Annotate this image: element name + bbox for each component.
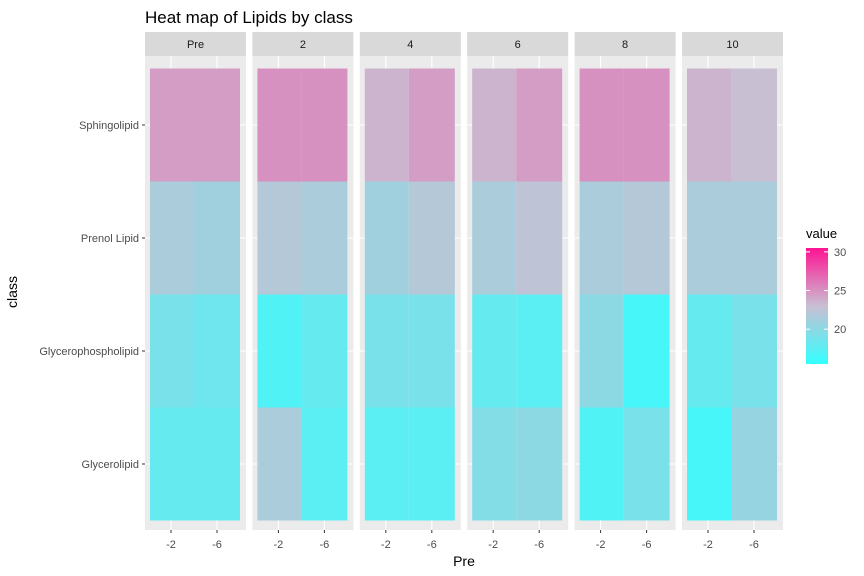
heatmap-tile [364, 294, 409, 408]
facet-strip-label: 2 [300, 39, 306, 51]
x-tick-label: -6 [534, 539, 544, 551]
heatmap-tile [579, 294, 624, 408]
legend-title: value [806, 226, 837, 241]
heatmap-tile [194, 68, 240, 182]
facet-panel-10: 10 -2 -6 [682, 32, 783, 551]
heatmap-tile [731, 181, 777, 295]
heatmap-tile [687, 181, 731, 295]
heatmap-tile [194, 407, 240, 521]
heatmap-tile [731, 68, 777, 182]
y-axis: Glycerolipid Glycerophospholipid Prenol Li… [39, 120, 145, 471]
facet-strip [574, 32, 676, 56]
heatmap-tile [301, 181, 348, 295]
heatmap-tile [516, 294, 563, 408]
x-tick-label: -2 [703, 539, 713, 551]
y-axis-title: class [4, 276, 20, 308]
x-tick-label: -2 [381, 539, 391, 551]
heatmap-tile [408, 407, 455, 521]
heatmap-tile [579, 181, 624, 295]
heatmap-tile [623, 407, 670, 521]
heatmap-tile [301, 407, 348, 521]
facet-strip [682, 32, 783, 56]
heatmap-tile [301, 68, 348, 182]
facet-strip-label: 8 [622, 39, 628, 51]
facet-panels: Pre -2 -6 2 -2 -6 4 -2 -6 6 -2 -6 8 -2 -6 10 -2 -6 [145, 32, 783, 551]
heatmap-tile [364, 68, 409, 182]
heatmap-tile [623, 294, 670, 408]
heatmap-tile [516, 181, 563, 295]
legend-colorbar [806, 248, 828, 364]
x-tick-label: -2 [274, 539, 284, 551]
heatmap-tile [623, 68, 670, 182]
heatmap-tile [150, 407, 194, 521]
heatmap-tile [579, 68, 624, 182]
heatmap-tile [257, 294, 302, 408]
x-tick-label: -2 [166, 539, 176, 551]
heatmap-tile [731, 294, 777, 408]
facet-strip [145, 32, 246, 56]
facet-strip [359, 32, 461, 56]
facet-panel-4: 4 -2 -6 [359, 32, 461, 551]
heatmap-tile [408, 181, 455, 295]
heatmap-tile [150, 294, 194, 408]
facet-panel-8: 8 -2 -6 [574, 32, 676, 551]
chart-title: Heat map of Lipids by class [145, 8, 353, 27]
heatmap-tile [472, 181, 517, 295]
heatmap-tile [257, 407, 302, 521]
heatmap-tile [408, 68, 455, 182]
facet-strip-label: 4 [407, 39, 413, 51]
legend-label: 30 [834, 247, 846, 259]
y-tick-label: Glycerophospholipid [39, 346, 139, 358]
x-tick-label: -2 [596, 539, 606, 551]
heatmap-tile [364, 407, 409, 521]
facet-strip-label: Pre [187, 39, 204, 51]
color-legend: value 20 25 30 [806, 226, 846, 364]
heatmap-tile [623, 181, 670, 295]
facet-panel-Pre: Pre -2 -6 [145, 32, 246, 551]
x-tick-label: -6 [320, 539, 330, 551]
facet-strip-label: 10 [726, 39, 738, 51]
facet-strip [467, 32, 569, 56]
y-tick-label: Prenol Lipid [81, 233, 139, 245]
x-tick-label: -6 [427, 539, 437, 551]
heatmap-tile [731, 407, 777, 521]
facet-panel-6: 6 -2 -6 [467, 32, 569, 551]
heatmap-tile [687, 407, 731, 521]
heatmap-tile [687, 68, 731, 182]
facet-panel-2: 2 -2 -6 [252, 32, 354, 551]
heatmap-tile [364, 181, 409, 295]
facet-strip-label: 6 [515, 39, 521, 51]
heatmap-tile [408, 294, 455, 408]
legend-label: 20 [834, 324, 846, 336]
heatmap-tile [579, 407, 624, 521]
heatmap-tile [472, 407, 517, 521]
heatmap-tile [194, 294, 240, 408]
x-tick-label: -6 [212, 539, 222, 551]
heatmap-tile [150, 68, 194, 182]
heatmap-tile [301, 294, 348, 408]
heatmap-tile [150, 181, 194, 295]
x-axis-title: Pre [453, 553, 475, 569]
heatmap-tile [257, 68, 302, 182]
legend-label: 25 [834, 286, 846, 298]
y-tick-label: Glycerolipid [82, 459, 139, 471]
x-tick-label: -6 [749, 539, 759, 551]
facet-strip [252, 32, 354, 56]
x-tick-label: -6 [642, 539, 652, 551]
x-tick-label: -2 [488, 539, 498, 551]
heatmap-tile [687, 294, 731, 408]
heatmap-tile [472, 294, 517, 408]
y-tick-label: Sphingolipid [79, 120, 139, 132]
heatmap-tile [472, 68, 517, 182]
heatmap-tile [257, 181, 302, 295]
heatmap-tile [516, 68, 563, 182]
heatmap-tile [516, 407, 563, 521]
heatmap-tile [194, 181, 240, 295]
